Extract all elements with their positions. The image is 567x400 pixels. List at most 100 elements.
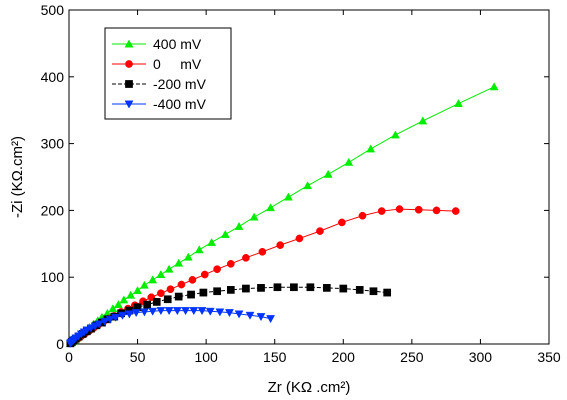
legend-label: -400 mV — [153, 96, 207, 112]
data-point — [133, 286, 142, 295]
legend-marker — [124, 39, 134, 48]
data-point — [111, 313, 121, 322]
legend: 400 mV 0 mV -200 mV -400 mV — [104, 27, 232, 120]
legend-marker — [125, 60, 133, 68]
x-tick-label: 350 — [537, 349, 561, 365]
data-point — [489, 82, 499, 91]
data-point — [108, 304, 118, 313]
data-point — [124, 310, 134, 319]
data-point — [181, 307, 190, 316]
data-point — [366, 144, 376, 153]
data-point — [157, 289, 165, 298]
data-point — [339, 284, 348, 293]
data-point — [164, 264, 174, 273]
data-point — [194, 245, 204, 254]
data-point — [257, 284, 265, 292]
data-point — [355, 286, 364, 294]
data-point — [322, 284, 331, 292]
x-axis-title: Zr (KΩ .cm²) — [268, 379, 351, 396]
y-tick-label: 300 — [41, 136, 65, 152]
data-point — [213, 287, 221, 296]
x-tick-label: 50 — [130, 349, 146, 365]
data-point — [369, 287, 378, 296]
data-point — [234, 310, 244, 319]
data-series — [65, 82, 499, 348]
x-tick-label: 150 — [263, 349, 287, 365]
data-point — [454, 99, 463, 107]
data-point — [258, 247, 267, 256]
legend-label: 0 mV — [153, 56, 202, 72]
data-point — [249, 212, 259, 221]
data-point — [152, 298, 161, 306]
data-point — [207, 237, 217, 246]
data-point — [143, 300, 152, 309]
y-tick-label: 500 — [41, 2, 65, 18]
axis-ticks: 0 50 100 150 200 250 300 350 0 100 200 300 400 500 — [41, 2, 561, 365]
data-point — [213, 265, 221, 274]
legend-label: -200 mV — [153, 76, 207, 92]
data-point — [94, 320, 104, 329]
data-point — [266, 315, 276, 324]
data-point — [200, 270, 209, 279]
data-point — [344, 157, 354, 166]
data-point — [163, 295, 172, 304]
x-tick-label: 300 — [469, 349, 493, 365]
data-point — [118, 311, 127, 320]
data-point — [166, 285, 175, 294]
x-tick-label: 100 — [194, 349, 218, 365]
data-point — [156, 270, 166, 278]
data-point — [187, 290, 195, 299]
data-point — [225, 309, 234, 318]
data-point — [266, 203, 276, 212]
data-point — [140, 280, 149, 289]
data-point — [256, 313, 266, 322]
data-point — [276, 241, 285, 249]
data-point — [432, 206, 441, 215]
y-tick-label: 100 — [41, 269, 65, 285]
data-point — [418, 116, 428, 125]
data-point — [172, 307, 182, 316]
data-point — [148, 307, 158, 316]
legend-marker — [124, 100, 134, 109]
data-point — [451, 207, 460, 215]
data-point — [226, 259, 235, 268]
legend-label: 400 mV — [153, 36, 202, 52]
x-tick-label: 200 — [332, 349, 356, 365]
data-point — [390, 130, 400, 139]
data-point — [242, 253, 250, 262]
data-point — [306, 283, 315, 292]
data-point — [273, 283, 282, 292]
data-point — [414, 205, 423, 214]
data-point — [323, 169, 333, 178]
data-point — [338, 218, 346, 227]
data-point — [245, 311, 255, 320]
y-axis-title: -Zi (KΩ.cm²) — [9, 136, 26, 218]
series-3 — [65, 307, 276, 348]
data-point — [383, 288, 392, 297]
data-point — [188, 276, 197, 284]
y-tick-label: 0 — [56, 336, 64, 352]
x-tick-label: 250 — [400, 349, 424, 365]
data-point — [148, 275, 158, 284]
data-point — [131, 309, 141, 318]
data-point — [395, 205, 404, 213]
data-point — [177, 280, 186, 289]
data-point — [234, 221, 244, 230]
data-point — [164, 307, 174, 316]
data-point — [377, 207, 386, 215]
data-point — [174, 258, 184, 267]
data-point — [220, 229, 230, 238]
data-point — [205, 307, 215, 316]
y-tick-label: 200 — [41, 202, 65, 218]
legend-marker — [125, 80, 133, 88]
data-point — [156, 307, 166, 316]
data-point — [199, 288, 208, 297]
data-point — [290, 283, 298, 292]
data-point — [316, 227, 324, 235]
data-point — [140, 308, 149, 317]
data-point — [358, 211, 367, 220]
data-point — [295, 234, 304, 243]
x-tick-label: 0 — [65, 349, 73, 365]
y-tick-label: 400 — [41, 69, 65, 85]
